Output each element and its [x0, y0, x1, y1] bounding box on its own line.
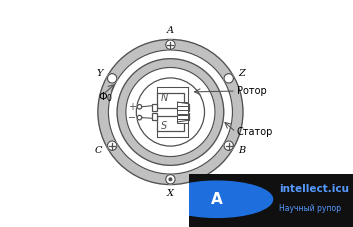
Text: intellect.icu: intellect.icu: [279, 184, 349, 194]
Text: X: X: [167, 189, 174, 198]
Polygon shape: [152, 104, 157, 111]
Circle shape: [169, 178, 172, 181]
Bar: [178, 106, 188, 110]
Text: Y: Y: [96, 69, 102, 79]
Text: Ротор: Ротор: [237, 86, 267, 96]
Circle shape: [224, 141, 233, 150]
Polygon shape: [184, 104, 189, 111]
Circle shape: [108, 50, 233, 174]
Circle shape: [137, 104, 142, 109]
Text: A: A: [211, 192, 223, 207]
Circle shape: [117, 59, 224, 165]
Text: +: +: [128, 102, 136, 112]
Circle shape: [136, 78, 204, 146]
Polygon shape: [157, 116, 184, 131]
Text: Статор: Статор: [237, 127, 273, 137]
Text: $\Phi_0$: $\Phi_0$: [98, 90, 114, 104]
Circle shape: [161, 181, 273, 217]
Circle shape: [137, 115, 142, 120]
Text: S: S: [161, 121, 167, 131]
Polygon shape: [157, 93, 184, 108]
Circle shape: [224, 74, 233, 83]
Text: Научный рупор: Научный рупор: [279, 204, 341, 213]
Text: C: C: [95, 146, 102, 155]
Polygon shape: [152, 113, 157, 120]
Circle shape: [166, 175, 175, 184]
Circle shape: [107, 74, 117, 83]
Text: −: −: [128, 113, 136, 123]
Bar: [178, 102, 188, 106]
Bar: [178, 119, 188, 123]
Text: N: N: [161, 93, 168, 103]
Circle shape: [166, 40, 175, 49]
Bar: [178, 110, 188, 114]
Polygon shape: [184, 113, 189, 120]
Bar: [178, 115, 188, 118]
Text: Z: Z: [238, 69, 245, 79]
Circle shape: [98, 39, 243, 185]
Circle shape: [107, 141, 117, 150]
Circle shape: [126, 67, 215, 157]
Text: B: B: [238, 146, 245, 155]
Text: A: A: [167, 26, 174, 35]
